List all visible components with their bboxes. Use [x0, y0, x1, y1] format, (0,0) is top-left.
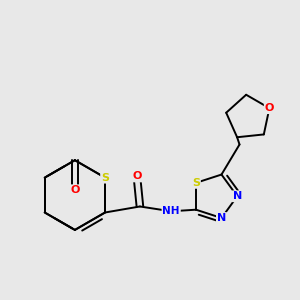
Text: N: N [217, 213, 226, 223]
Text: N: N [232, 191, 242, 201]
Text: S: S [101, 172, 109, 183]
Text: S: S [192, 178, 200, 188]
Text: O: O [70, 185, 80, 195]
Text: O: O [265, 103, 274, 113]
Text: NH: NH [162, 206, 180, 216]
Text: O: O [132, 171, 142, 182]
